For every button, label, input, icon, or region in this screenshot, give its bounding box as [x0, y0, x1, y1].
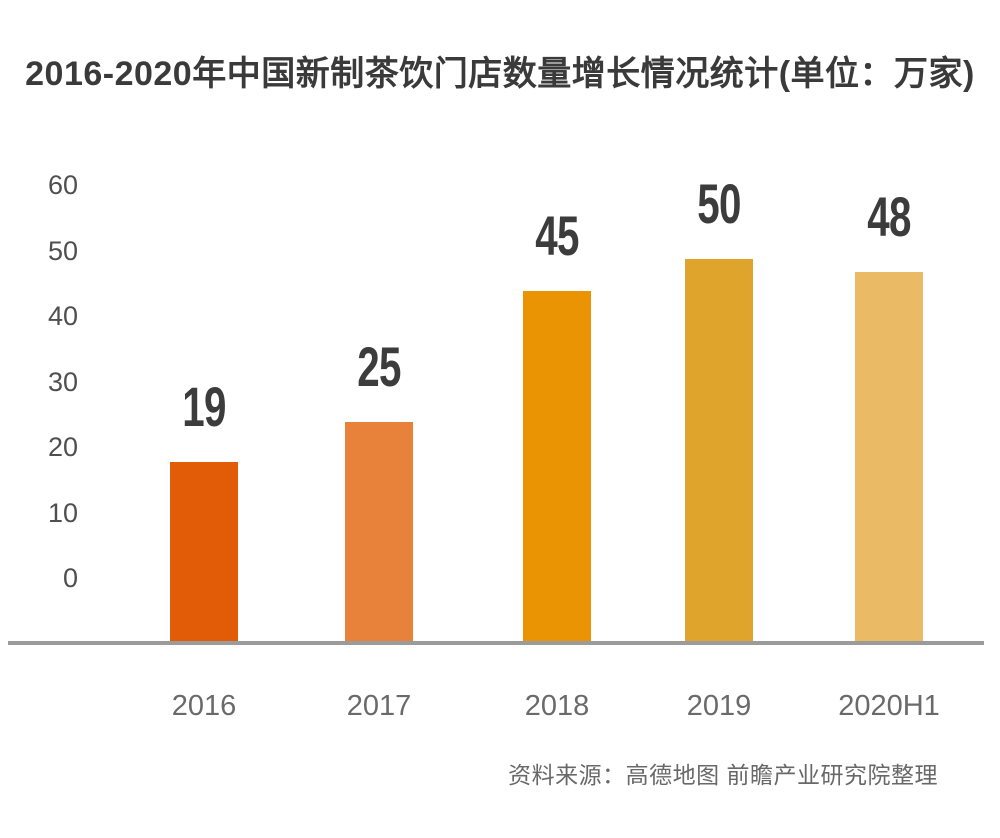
- bar: [345, 422, 413, 641]
- x-tick-label: 2019: [686, 690, 752, 722]
- bar-value-label: 25: [357, 335, 401, 399]
- chart-title: 2016-2020年中国新制茶饮门店数量增长情况统计(单位：万家): [25, 55, 975, 93]
- bar: [685, 258, 753, 641]
- y-tick-label: 60: [47, 170, 78, 200]
- y-tick-label: 50: [47, 235, 78, 266]
- y-tick-label: 10: [47, 497, 78, 528]
- bar: [855, 271, 923, 641]
- x-tick-label: 2020H1: [838, 690, 940, 722]
- y-tick-label: 40: [47, 301, 78, 331]
- bar-value-label: 48: [867, 184, 911, 248]
- bar-value-label: 19: [182, 374, 226, 438]
- bar-value-label: 45: [535, 204, 579, 268]
- y-tick-label: 30: [47, 366, 78, 397]
- x-axis-line: [8, 641, 984, 645]
- y-tick-label: 20: [47, 432, 78, 462]
- bar-value-label: 50: [697, 171, 741, 235]
- x-tick-label: 2016: [171, 690, 237, 722]
- y-tick-label: 0: [62, 563, 78, 593]
- bar: [170, 461, 238, 641]
- x-tick-label: 2017: [346, 690, 412, 722]
- x-tick-label: 2018: [524, 690, 590, 722]
- source-note: 资料来源：高德地图 前瞻产业研究院整理: [508, 762, 938, 788]
- bar: [523, 291, 591, 641]
